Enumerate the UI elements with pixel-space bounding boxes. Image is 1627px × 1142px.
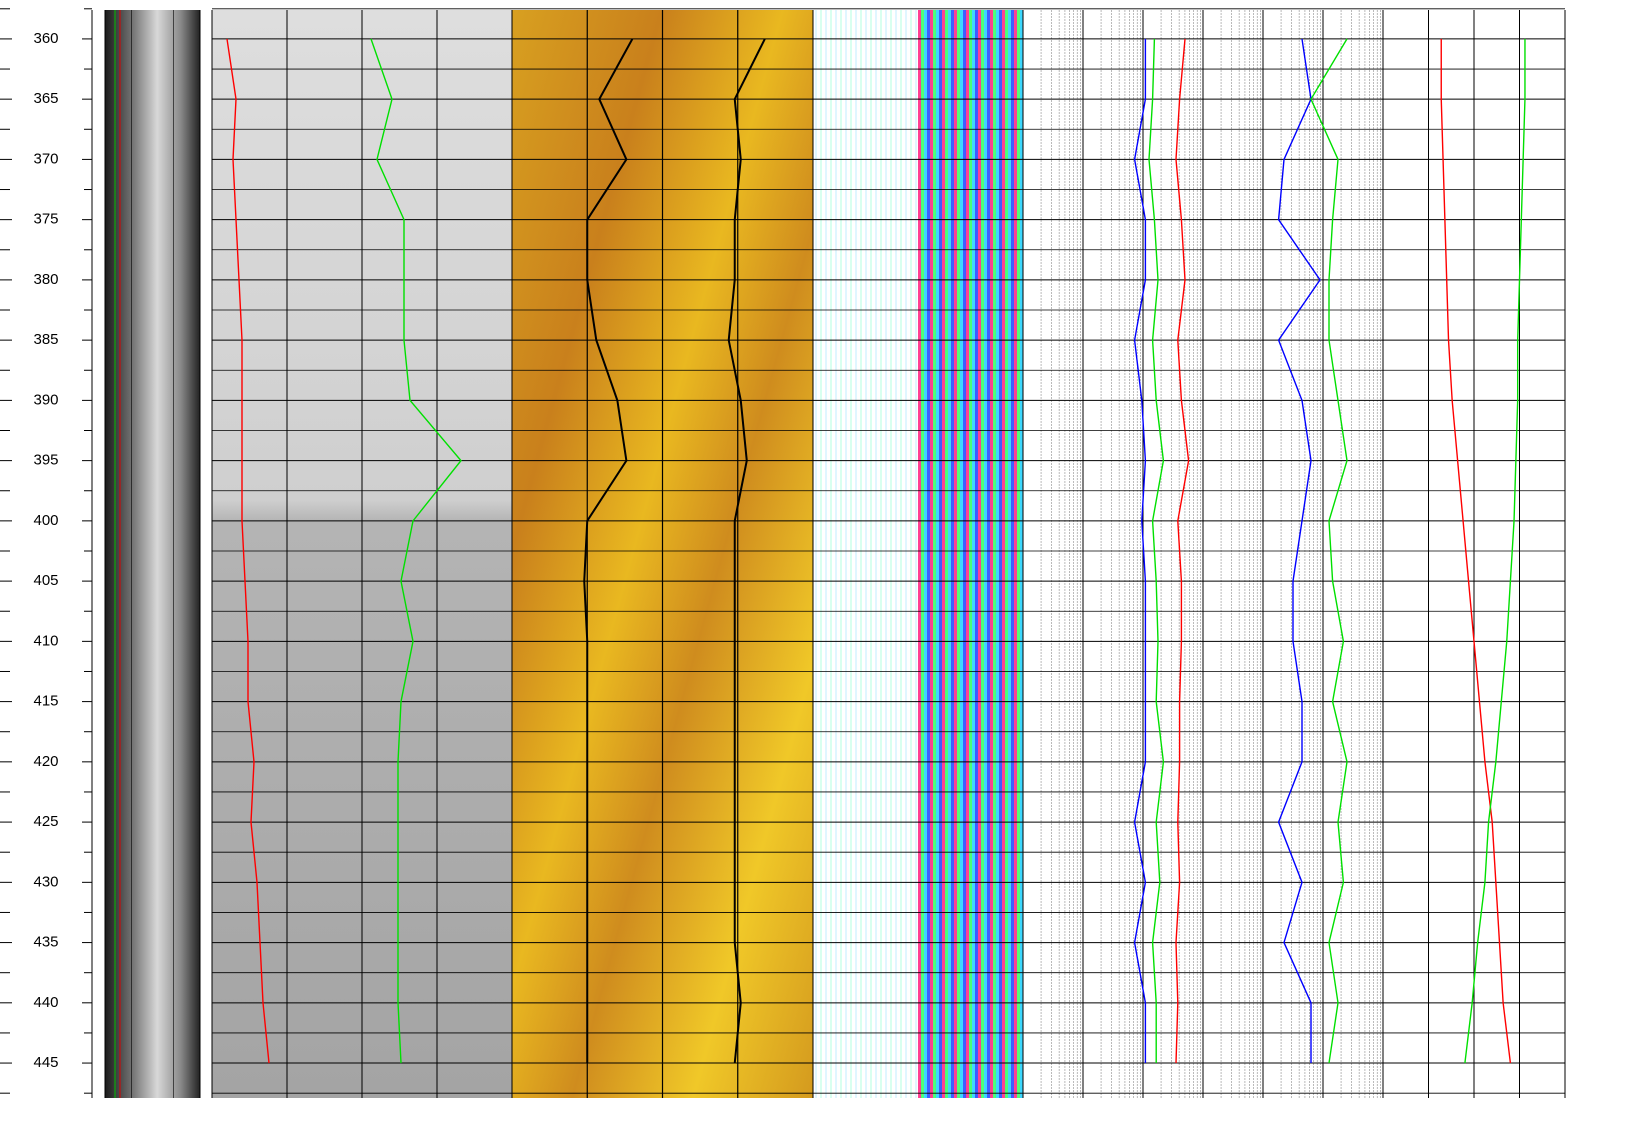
borehole-image — [105, 10, 200, 1098]
y-tick-label: 445 — [33, 1054, 58, 1071]
y-tick-label: 360 — [33, 30, 58, 47]
y-tick-label: 405 — [33, 572, 58, 589]
chart: 360 365 370 375 380 385 390 395 400 405 410 415 420 4… — [0, 0, 1627, 1142]
y-tick-label: 365 — [33, 90, 58, 107]
y-tick-label: 410 — [33, 632, 58, 649]
y-tick-label: 400 — [33, 512, 58, 529]
y-tick-label: 415 — [33, 693, 58, 710]
y-tick-label: 390 — [33, 391, 58, 408]
y-tick-label: 435 — [33, 934, 58, 951]
y-tick-label: 420 — [33, 753, 58, 770]
y-tick-label: 370 — [33, 150, 58, 167]
waveform-display — [918, 10, 1023, 1098]
y-tick-label: 385 — [33, 331, 58, 348]
y-tick-label: 425 — [33, 813, 58, 830]
y-tick-label: 375 — [33, 211, 58, 228]
y-tick-label: 440 — [33, 994, 58, 1011]
y-tick-label: 395 — [33, 452, 58, 469]
y-tick-label: 380 — [33, 271, 58, 288]
y-tick-label: 430 — [33, 873, 58, 890]
